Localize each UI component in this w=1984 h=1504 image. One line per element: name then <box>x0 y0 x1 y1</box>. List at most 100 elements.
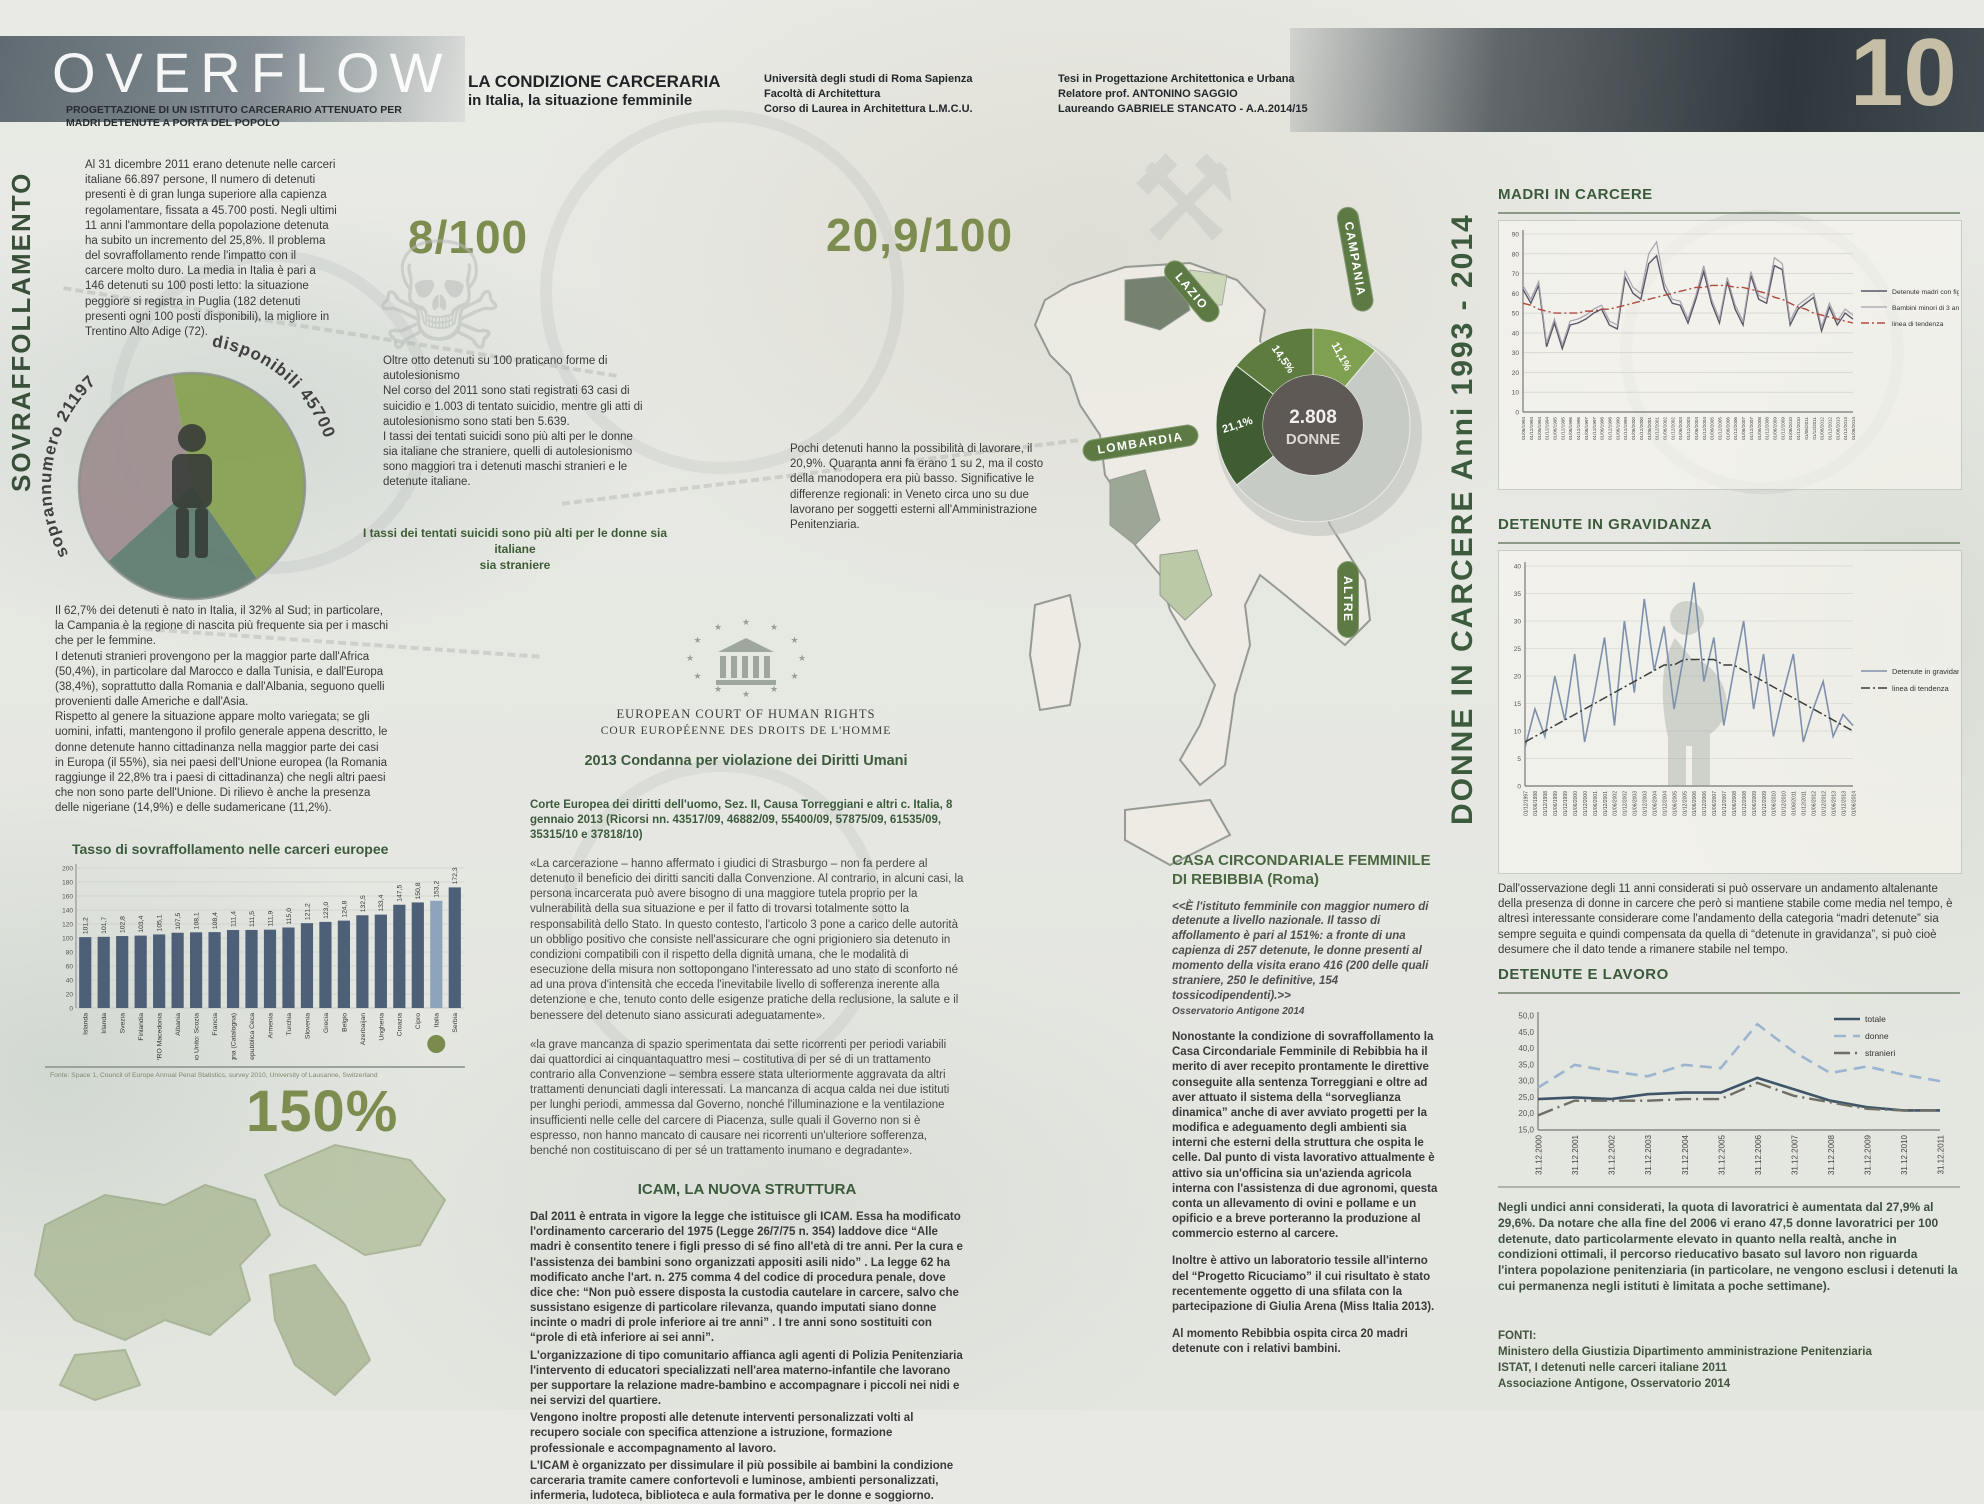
svg-text:01/06/2006: 01/06/2006 <box>1725 417 1730 440</box>
svg-text:01/06/1994: 01/06/1994 <box>1537 417 1542 440</box>
court-case: Corte Europea dei diritti dell'uomo, Sez… <box>530 799 953 841</box>
svg-text:FYRO Macedonia: FYRO Macedonia <box>157 1013 164 1060</box>
fonti-line: Ministero della Giustizia Dipartimento a… <box>1498 1346 1872 1359</box>
svg-text:31.12.2010: 31.12.2010 <box>1900 1134 1909 1175</box>
lavoro-chart-title: DETENUTE E LAVORO <box>1498 966 1669 983</box>
detenute-e-lavoro-line-chart: 15,0 20,0 25,0 30,0 35,0 40,0 45,0 50,0 31.12.20… <box>1518 1012 1946 1176</box>
svg-text:0: 0 <box>1517 784 1521 791</box>
svg-text:111,9: 111,9 <box>267 910 274 926</box>
svg-text:31.12.2006: 31.12.2006 <box>1754 1134 1763 1175</box>
svg-text:01/06/2005: 01/06/2005 <box>1710 417 1715 440</box>
svg-text:Italia: Italia <box>434 1013 441 1028</box>
svg-text:01/12/1995: 01/12/1995 <box>1560 417 1565 440</box>
svg-text:★: ★ <box>790 635 798 645</box>
svg-text:01/06/1993: 01/06/1993 <box>1521 417 1526 440</box>
icam-paragraph: Vengono inoltre proposti alle detenute i… <box>530 1412 914 1455</box>
svg-text:01/12/1997: 01/12/1997 <box>1523 791 1529 816</box>
svg-text:01/06/2002: 01/06/2002 <box>1662 417 1667 440</box>
svg-text:★: ★ <box>693 671 701 681</box>
svg-text:01/12/1998: 01/12/1998 <box>1543 791 1549 816</box>
svg-text:31.12.2000: 31.12.2000 <box>1535 1134 1544 1175</box>
rebibbia-paragraph: Inoltre è attivo un laboratorio tessile … <box>1172 1255 1435 1313</box>
svg-text:90: 90 <box>1512 232 1520 239</box>
suicide-stat: 8/100 <box>408 211 529 263</box>
overflow-stat: 150% <box>246 1079 399 1144</box>
italy-map <box>1028 261 1372 867</box>
svg-text:153,2: 153,2 <box>434 881 441 898</box>
svg-text:10: 10 <box>1514 729 1522 736</box>
svg-text:01/12/2013: 01/12/2013 <box>1843 417 1848 440</box>
divider-line <box>1498 1186 1960 1188</box>
svg-text:01/06/1999: 01/06/1999 <box>1615 417 1620 440</box>
svg-text:01/12/2000: 01/12/2000 <box>1583 791 1589 816</box>
divider-line <box>45 1066 465 1068</box>
svg-text:01/06/2004: 01/06/2004 <box>1652 791 1658 816</box>
svg-text:Bambini minori di 3 anni in is: Bambini minori di 3 anni in istituto <box>1892 305 1959 312</box>
svg-text:01/12/1997: 01/12/1997 <box>1592 417 1597 440</box>
svg-text:40: 40 <box>66 977 74 984</box>
rebibbia-quote-source: Osservatorio Antigone 2014 <box>1172 1006 1305 1018</box>
svg-text:01/06/2013: 01/06/2013 <box>1831 791 1837 816</box>
svg-text:30: 30 <box>1512 350 1520 357</box>
fonti-line: Associazione Antigone, Osservatorio 2014 <box>1498 1378 1731 1391</box>
svg-text:40: 40 <box>1514 564 1522 571</box>
gravidanza-chart-panel <box>1498 550 1962 874</box>
icam-paragraph: L'ICAM è organizzato per dissimulare il … <box>530 1459 954 1503</box>
svg-text:35,0: 35,0 <box>1518 1060 1534 1069</box>
svg-text:Grecia: Grecia <box>323 1013 330 1033</box>
divider-line <box>1498 542 1960 544</box>
divider-line <box>1498 212 1960 214</box>
svg-text:01/12/1996: 01/12/1996 <box>1576 417 1581 440</box>
svg-text:Azerbaijan: Azerbaijan <box>360 1013 367 1045</box>
svg-text:01/06/1997: 01/06/1997 <box>1584 417 1589 440</box>
vertical-banner-donne-in-carcere: DONNE IN CARCERE Anni 1993 - 2014 <box>1446 213 1479 825</box>
svg-text:01/12/2007: 01/12/2007 <box>1722 791 1728 816</box>
svg-text:01/12/2001: 01/12/2001 <box>1603 791 1609 816</box>
thesis-line: Laureando GABRIELE STANCATO - A.A.2014/1… <box>1058 102 1308 115</box>
svg-text:01/12/2000: 01/12/2000 <box>1639 417 1644 440</box>
svg-text:01/12/2011: 01/12/2011 <box>1802 791 1808 816</box>
thesis-block: Tesi in Progettazione Architettonica e U… <box>1058 72 1308 117</box>
svg-text:01/06/1999: 01/06/1999 <box>1553 791 1559 816</box>
svg-text:123,0: 123,0 <box>323 902 330 919</box>
svg-text:60: 60 <box>66 963 74 970</box>
svg-text:31.12.2008: 31.12.2008 <box>1827 1134 1836 1175</box>
svg-text:107,5: 107,5 <box>175 913 182 930</box>
madri-chart-panel <box>1498 220 1962 490</box>
svg-text:25: 25 <box>1514 646 1522 653</box>
svg-text:172,3: 172,3 <box>452 867 459 884</box>
svg-text:15: 15 <box>1514 701 1522 708</box>
european-court-logo: ★ ★★★★★★★★★★★ <box>686 617 806 699</box>
svg-text:01/12/1999: 01/12/1999 <box>1563 791 1569 816</box>
svg-text:101,7: 101,7 <box>101 917 108 934</box>
suicide-paragraph: Oltre otto detenuti su 100 praticano for… <box>383 355 643 489</box>
fonti-label: FONTI: <box>1498 1330 1537 1342</box>
svg-text:180: 180 <box>62 879 73 886</box>
svg-text:60: 60 <box>1512 291 1520 298</box>
svg-text:01/12/2002: 01/12/2002 <box>1670 417 1675 440</box>
svg-text:01/06/2011: 01/06/2011 <box>1792 791 1798 816</box>
svg-text:30: 30 <box>1514 619 1522 626</box>
svg-text:Serbia: Serbia <box>452 1013 459 1033</box>
svg-text:01/06/2006: 01/06/2006 <box>1692 791 1698 816</box>
svg-text:01/06/2007: 01/06/2007 <box>1741 417 1746 440</box>
svg-text:Croazia: Croazia <box>397 1013 404 1037</box>
bar-chart-title: Tasso di sovraffollamento nelle carceri … <box>72 841 389 857</box>
section-title-line1: LA CONDIZIONE CARCERARIA <box>468 72 721 91</box>
svg-text:01/06/1998: 01/06/1998 <box>1533 791 1539 816</box>
europe-overcrowding-bar-chart: 0 20 40 60 80 100 120 140 160 180 200 101,2 Islanda 1… <box>62 864 464 1060</box>
svg-text:45,0: 45,0 <box>1518 1028 1534 1037</box>
svg-text:★: ★ <box>798 653 806 663</box>
svg-text:31.12.2011: 31.12.2011 <box>1937 1134 1946 1174</box>
svg-text:147,5: 147,5 <box>397 885 404 902</box>
svg-text:Finlandia: Finlandia <box>138 1013 145 1041</box>
svg-text:DONNE: DONNE <box>1286 431 1340 448</box>
svg-text:01/06/2001: 01/06/2001 <box>1647 417 1652 440</box>
work-paragraph: Pochi detenuti hanno la possibilità di l… <box>790 443 1044 531</box>
svg-text:01/12/2009: 01/12/2009 <box>1780 417 1785 440</box>
svg-text:01/06/2004: 01/06/2004 <box>1694 417 1699 440</box>
